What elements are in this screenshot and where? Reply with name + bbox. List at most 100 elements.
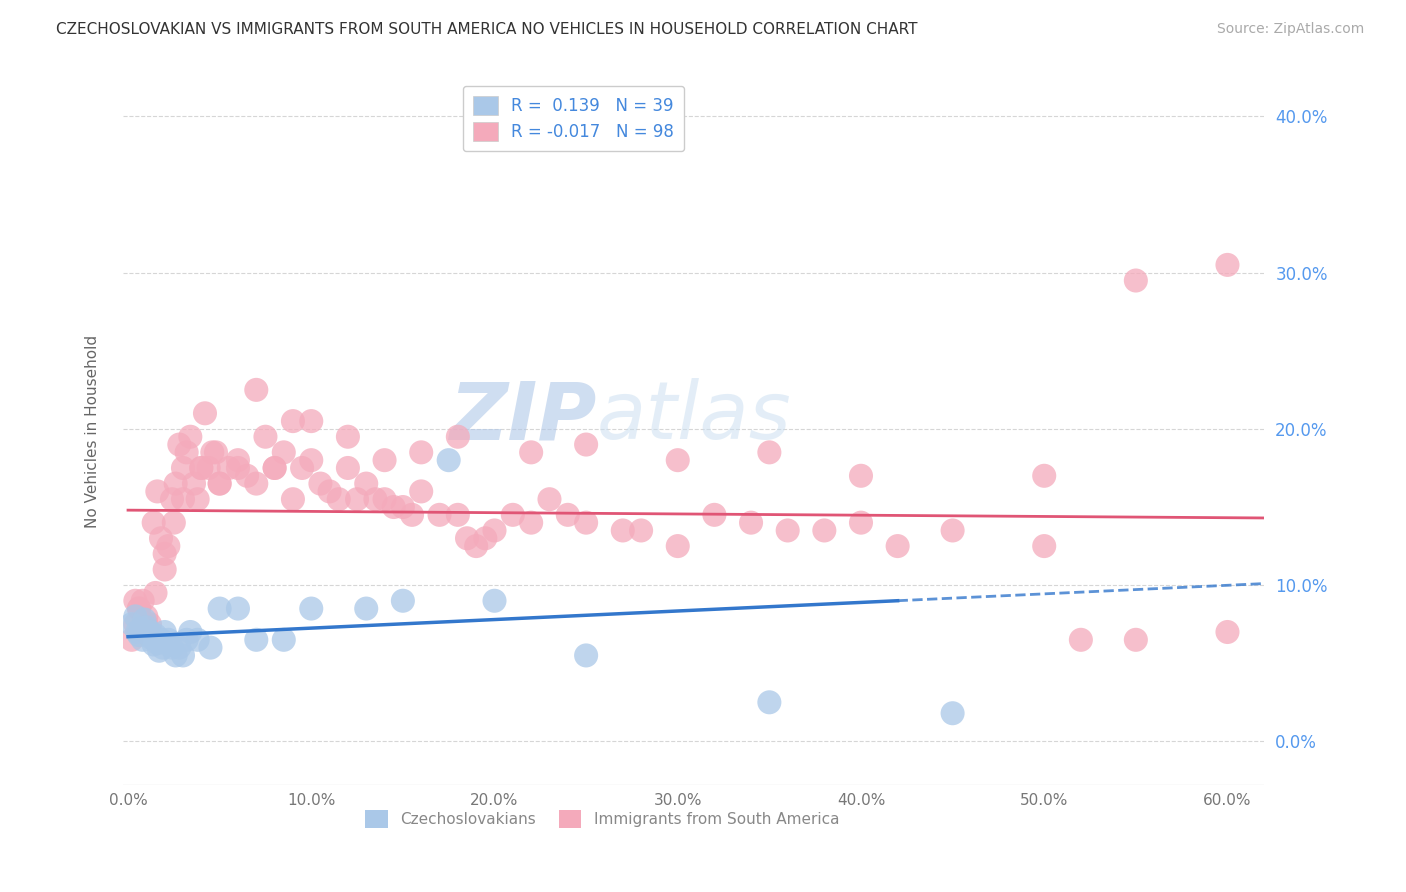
Point — [484, 524, 506, 538]
Point — [758, 695, 780, 709]
Point — [172, 461, 194, 475]
Point — [163, 516, 186, 530]
Point — [374, 492, 396, 507]
Point — [1033, 539, 1056, 553]
Point — [165, 648, 187, 663]
Point — [146, 636, 169, 650]
Point — [502, 508, 524, 522]
Text: Source: ZipAtlas.com: Source: ZipAtlas.com — [1216, 22, 1364, 37]
Point — [354, 601, 377, 615]
Point — [148, 644, 170, 658]
Point — [194, 406, 217, 420]
Point — [374, 453, 396, 467]
Point — [226, 601, 249, 615]
Point — [131, 593, 153, 607]
Point — [208, 476, 231, 491]
Point — [160, 492, 183, 507]
Point — [176, 445, 198, 459]
Point — [309, 476, 332, 491]
Point — [187, 632, 209, 647]
Point — [575, 437, 598, 451]
Point — [172, 648, 194, 663]
Point — [218, 461, 240, 475]
Text: atlas: atlas — [596, 378, 792, 456]
Point — [520, 516, 543, 530]
Point — [176, 632, 198, 647]
Point — [346, 492, 368, 507]
Point — [281, 492, 304, 507]
Point — [382, 500, 405, 514]
Point — [740, 516, 762, 530]
Point — [328, 492, 350, 507]
Point — [129, 622, 152, 636]
Point — [124, 609, 146, 624]
Point — [169, 640, 191, 655]
Point — [557, 508, 579, 522]
Point — [152, 640, 174, 655]
Point — [150, 531, 173, 545]
Point — [124, 617, 146, 632]
Point — [128, 601, 150, 615]
Point — [236, 468, 259, 483]
Point — [411, 445, 433, 459]
Point — [136, 626, 159, 640]
Point — [153, 625, 176, 640]
Point — [139, 617, 162, 632]
Point — [183, 476, 205, 491]
Point — [456, 531, 478, 545]
Point — [135, 609, 157, 624]
Point — [179, 625, 201, 640]
Point — [145, 586, 167, 600]
Point — [157, 539, 180, 553]
Point — [190, 461, 212, 475]
Point — [575, 516, 598, 530]
Point — [630, 524, 652, 538]
Point — [179, 430, 201, 444]
Point — [134, 613, 156, 627]
Point — [146, 484, 169, 499]
Point — [1125, 632, 1147, 647]
Point — [299, 453, 322, 467]
Text: CZECHOSLOVAKIAN VS IMMIGRANTS FROM SOUTH AMERICA NO VEHICLES IN HOUSEHOLD CORREL: CZECHOSLOVAKIAN VS IMMIGRANTS FROM SOUTH… — [56, 22, 918, 37]
Point — [165, 476, 187, 491]
Point — [1125, 273, 1147, 287]
Point — [131, 632, 153, 647]
Point — [364, 492, 387, 507]
Point — [150, 632, 173, 647]
Point — [145, 628, 167, 642]
Point — [208, 601, 231, 615]
Text: ZIP: ZIP — [449, 378, 596, 456]
Point — [474, 531, 496, 545]
Point — [401, 508, 423, 522]
Legend: Czechoslovakians, Immigrants from South America: Czechoslovakians, Immigrants from South … — [359, 805, 845, 834]
Point — [157, 632, 180, 647]
Point — [273, 445, 295, 459]
Point — [538, 492, 561, 507]
Point — [411, 484, 433, 499]
Point — [484, 593, 506, 607]
Point — [142, 638, 165, 652]
Point — [429, 508, 451, 522]
Point — [153, 547, 176, 561]
Point — [190, 461, 212, 475]
Point — [520, 445, 543, 459]
Point — [447, 508, 470, 522]
Point — [1216, 258, 1239, 272]
Point — [354, 476, 377, 491]
Point — [205, 445, 228, 459]
Point — [141, 632, 163, 646]
Point — [153, 562, 176, 576]
Point — [437, 453, 460, 467]
Point — [849, 516, 872, 530]
Point — [124, 593, 146, 607]
Point — [201, 445, 224, 459]
Point — [226, 461, 249, 475]
Point — [135, 617, 157, 632]
Point — [281, 414, 304, 428]
Point — [245, 476, 267, 491]
Point — [169, 437, 191, 451]
Point — [263, 461, 285, 475]
Point — [245, 632, 267, 647]
Point — [200, 640, 222, 655]
Point — [291, 461, 314, 475]
